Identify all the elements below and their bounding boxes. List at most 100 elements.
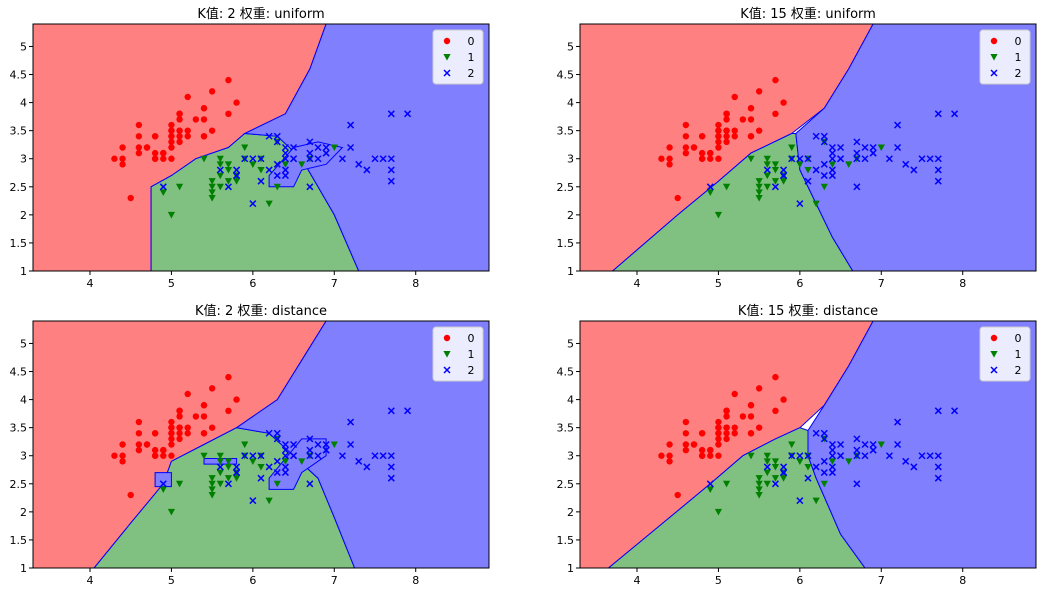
legend-box: [979, 29, 1031, 85]
y-tick-label: 3.5: [10, 125, 28, 138]
legend-label: 2: [1015, 364, 1022, 377]
point-class-2: [265, 166, 273, 174]
point-class-1: [804, 463, 812, 471]
point-class-0: [135, 149, 143, 157]
point-class-2: [338, 155, 346, 163]
point-class-2: [853, 446, 861, 454]
legend-marker-triangle: [990, 54, 998, 61]
x-tick-label: 5: [168, 277, 175, 290]
point-class-2: [780, 166, 788, 174]
point-class-2: [796, 497, 804, 505]
point-class-2: [910, 463, 918, 471]
point-class-2: [780, 463, 788, 471]
point-class-1: [771, 458, 780, 465]
point-class-2: [322, 149, 330, 157]
point-class-0: [755, 424, 763, 431]
point-class-2: [233, 166, 241, 174]
y-tick-label: 4: [20, 394, 27, 407]
subplot-title: K值: 2 权重: uniform: [197, 6, 324, 22]
point-class-1: [224, 458, 233, 465]
y-tick-label: 2.5: [557, 478, 575, 491]
point-class-0: [127, 491, 134, 499]
point-class-0: [168, 424, 175, 431]
point-class-1: [208, 480, 216, 488]
legend-box: [432, 326, 484, 382]
point-class-1: [812, 200, 820, 208]
point-class-0: [192, 413, 200, 420]
point-class-2: [379, 155, 387, 163]
x-tick-label: 6: [249, 574, 256, 587]
point-class-2: [273, 172, 281, 180]
legend: 0 1 2: [979, 326, 1031, 382]
legend-box: [979, 326, 1031, 382]
y-tick-label: 5: [567, 40, 574, 53]
legend-box: [432, 29, 484, 85]
point-class-0: [707, 452, 714, 459]
point-class-0: [111, 452, 118, 459]
point-class-0: [200, 133, 208, 140]
point-class-2: [804, 452, 812, 460]
y-tick-label: 2.5: [557, 181, 575, 194]
point-class-0: [690, 441, 698, 448]
y-tick-label: 1: [567, 265, 574, 278]
point-class-1: [779, 475, 788, 482]
point-class-0: [151, 446, 159, 454]
point-class-0: [119, 161, 126, 168]
point-class-2: [257, 474, 265, 482]
point-class-0: [151, 133, 159, 140]
point-class-2: [290, 440, 298, 449]
point-class-0: [176, 127, 183, 134]
x-tick-label: 7: [331, 574, 338, 587]
point-class-0: [208, 424, 216, 431]
point-class-0: [200, 413, 208, 420]
point-class-0: [666, 458, 673, 465]
point-class-2: [281, 172, 289, 180]
point-class-0: [731, 133, 738, 140]
point-class-0: [192, 116, 200, 123]
point-class-0: [739, 413, 747, 420]
point-class-2: [159, 183, 167, 191]
point-class-1: [877, 144, 885, 152]
point-class-0: [160, 452, 167, 459]
y-tick-label: 4: [567, 394, 574, 407]
legend-label: 0: [468, 35, 475, 48]
point-class-0: [225, 76, 232, 84]
point-class-0: [135, 418, 143, 426]
point-class-0: [715, 121, 722, 129]
point-class-0: [707, 446, 714, 454]
point-class-2: [273, 160, 281, 168]
y-tick-label: 1: [20, 265, 27, 278]
point-class-2: [853, 155, 861, 163]
x-tick-label: 8: [412, 574, 419, 587]
point-class-1: [298, 458, 306, 465]
point-class-1: [208, 492, 216, 499]
point-class-0: [143, 144, 151, 151]
point-class-1: [820, 480, 828, 488]
point-class-0: [233, 396, 240, 403]
point-class-0: [772, 76, 779, 84]
point-class-0: [151, 430, 159, 437]
point-class-1: [224, 166, 233, 174]
point-class-0: [723, 424, 730, 431]
point-class-0: [755, 127, 763, 134]
point-class-2: [224, 183, 232, 191]
point-class-2: [820, 469, 828, 477]
point-class-2: [338, 452, 346, 460]
point-class-1: [224, 178, 233, 185]
point-class-0: [184, 93, 191, 101]
point-class-1: [257, 463, 265, 471]
point-class-2: [837, 155, 845, 163]
decision-region-class-2: [807, 321, 1036, 568]
point-class-1: [241, 441, 249, 449]
point-class-2: [281, 469, 289, 477]
x-tick-label: 7: [878, 574, 885, 587]
legend-marker-x: [443, 69, 451, 77]
legend-marker-circle: [443, 37, 451, 45]
point-class-2: [894, 440, 902, 449]
point-class-0: [135, 144, 143, 151]
point-class-0: [119, 155, 126, 162]
point-class-1: [755, 189, 763, 197]
legend-marker-triangle: [443, 351, 451, 358]
legend-label: 1: [1015, 348, 1022, 361]
point-class-0: [225, 110, 232, 118]
